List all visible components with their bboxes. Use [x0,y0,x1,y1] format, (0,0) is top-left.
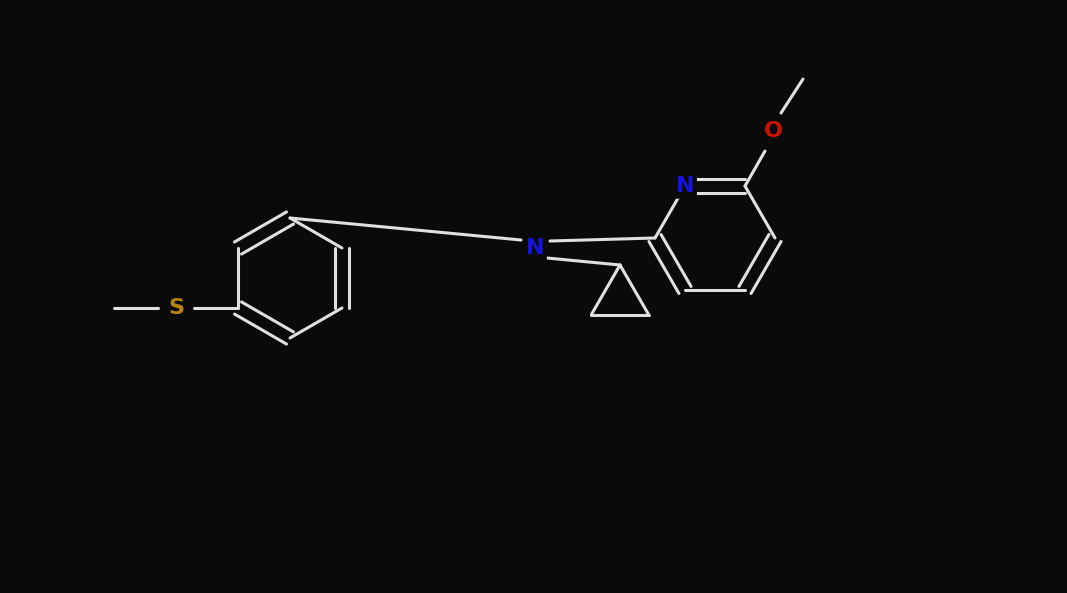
Text: N: N [675,176,695,196]
Text: S: S [168,298,184,318]
Text: N: N [526,238,544,258]
Text: O: O [764,121,782,141]
